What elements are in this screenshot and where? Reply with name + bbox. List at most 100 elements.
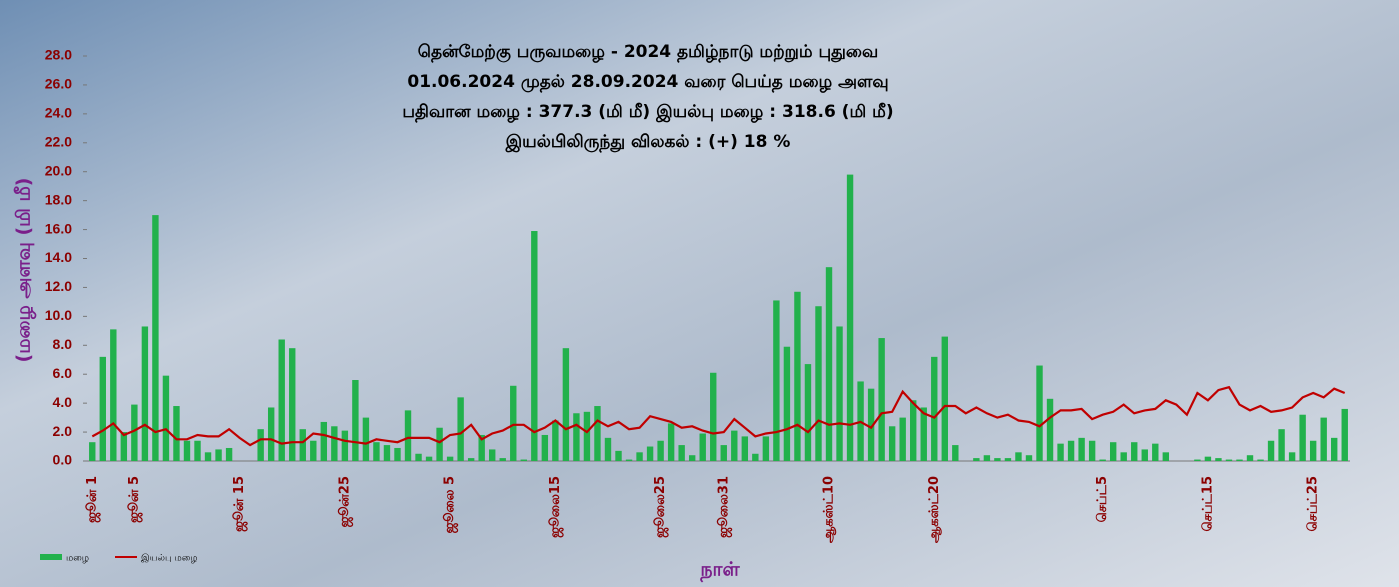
bar [1331,438,1337,461]
bar [784,347,790,461]
bar [636,452,642,461]
bar [1026,455,1032,461]
legend-swatch [40,554,62,560]
bar [1068,441,1074,461]
y-tick-label: 16.0 [45,220,72,236]
y-tick-label: 8.0 [53,336,73,352]
y-tick-label: 24.0 [45,105,72,121]
bar [415,454,421,461]
bar [1121,452,1127,461]
bar [1320,418,1326,461]
bar [121,432,127,461]
y-tick-label: 22.0 [45,133,72,149]
bar [289,348,295,461]
bar [710,373,716,461]
bar [1289,452,1295,461]
x-tick-label: ஜூன் 5 [127,476,143,523]
bar [1268,441,1274,461]
bar [668,423,674,461]
y-tick-label: 12.0 [45,278,72,294]
bar [1015,452,1021,461]
bar [1110,442,1116,461]
bar [678,445,684,461]
bar [405,410,411,461]
chart-title: இயல்பிலிருந்து விலகல் : (+) 18 % [505,132,791,152]
bar [942,337,948,461]
bar [352,380,358,461]
chart-title: 01.06.2024 முதல் 28.09.2024 வரை பெய்த மழ… [407,72,888,92]
y-axis-title: (மழை அளவு (மி மீ) [13,178,37,363]
bar [215,449,221,461]
bar [1099,460,1105,461]
x-tick-label: ஜூன் 15 [232,476,248,532]
bar [773,300,779,461]
y-tick-label: 28.0 [45,47,72,63]
bar [731,431,737,461]
x-axis-title: நாள் [699,559,740,583]
bar [626,460,632,461]
bar [500,458,506,461]
bar [647,447,653,461]
bar [973,458,979,461]
bar [889,426,895,461]
bar [847,175,853,461]
bar [257,429,263,461]
bar [1142,449,1148,461]
y-tick-label: 14.0 [45,249,72,265]
bar [110,329,116,461]
bar [142,326,148,461]
bar [1078,438,1084,461]
bar [205,452,211,461]
bar [689,455,695,461]
bar [700,434,706,461]
y-tick-label: 26.0 [45,76,72,92]
bar [763,436,769,461]
x-tick-label: ஜூன் 1 [85,476,101,523]
bar [584,412,590,461]
bar [573,413,579,461]
bar [605,438,611,461]
x-tick-label: செப்ட்15 [1200,476,1215,531]
x-tick-label: ஜூன்25 [337,476,353,527]
bar [184,441,190,461]
bar [878,338,884,461]
bar [268,407,274,461]
bar [1152,444,1158,461]
bar [363,418,369,461]
bar [384,445,390,461]
legend-label: மழை [66,554,89,564]
bar [657,441,663,461]
bar [1310,441,1316,461]
x-tick-label: ஜூலை 5 [443,476,459,533]
x-tick-label: செப்ட்25 [1306,476,1321,531]
bar [910,400,916,461]
legend-label: இயல்பு மழை [141,554,198,564]
bar [826,267,832,461]
bar [899,418,905,461]
bar [984,455,990,461]
bar [1005,458,1011,461]
bar [594,406,600,461]
bar [931,357,937,461]
bar [1215,458,1221,461]
y-tick-label: 20.0 [45,162,72,178]
bar [1089,441,1095,461]
chart-title: தென்மேற்கு பருவமழை - 2024 தமிழ்நாடு மற்ற… [418,42,878,62]
bar [457,397,463,461]
bar [163,376,169,461]
bar [794,292,800,461]
bar [531,231,537,461]
bar [1226,460,1232,461]
x-tick-label: ஜூலை31 [716,476,732,538]
x-tick-label: ஆகஸ்ட்10 [822,476,837,543]
bar [173,406,179,461]
chart-title: பதிவான மழை : 377.3 (மி மீ) இயல்பு மழை : … [402,102,893,122]
bar [152,215,158,461]
bar [100,357,106,461]
bar [1257,460,1263,461]
bar [836,326,842,461]
bar [805,364,811,461]
bar [521,460,527,461]
bar [1299,415,1305,461]
bar [1131,442,1137,461]
